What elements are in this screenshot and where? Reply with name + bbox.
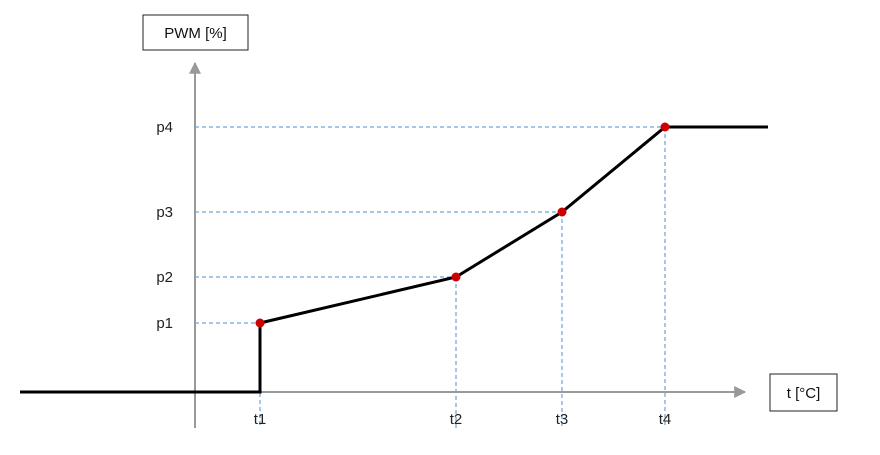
x-tick-label: t1 <box>254 411 267 428</box>
x-tick-label: t4 <box>659 411 672 428</box>
x-tick-label: t2 <box>450 411 463 428</box>
data-points <box>255 122 670 328</box>
y-tick-label: p2 <box>156 269 173 286</box>
data-point-t4 <box>660 122 670 132</box>
tick-labels: p1 p2 p3 p4 t1 t2 t3 t4 <box>156 119 671 428</box>
y-axis-label-box: PWM [%] <box>142 14 249 51</box>
y-tick-label: p1 <box>156 315 173 332</box>
y-tick-label: p4 <box>156 119 173 136</box>
x-tick-label: t3 <box>556 411 569 428</box>
y-axis-label: PWM [%] <box>164 25 227 42</box>
data-point-t2 <box>451 272 461 282</box>
data-point-t1 <box>255 318 265 328</box>
x-axis-label-box: t [°C] <box>769 373 838 412</box>
y-tick-label: p3 <box>156 204 173 221</box>
series-curve <box>20 125 768 394</box>
data-point-t3 <box>557 207 567 217</box>
x-axis-label: t [°C] <box>787 385 821 402</box>
guide-lines <box>195 126 666 428</box>
series-line <box>20 125 768 394</box>
